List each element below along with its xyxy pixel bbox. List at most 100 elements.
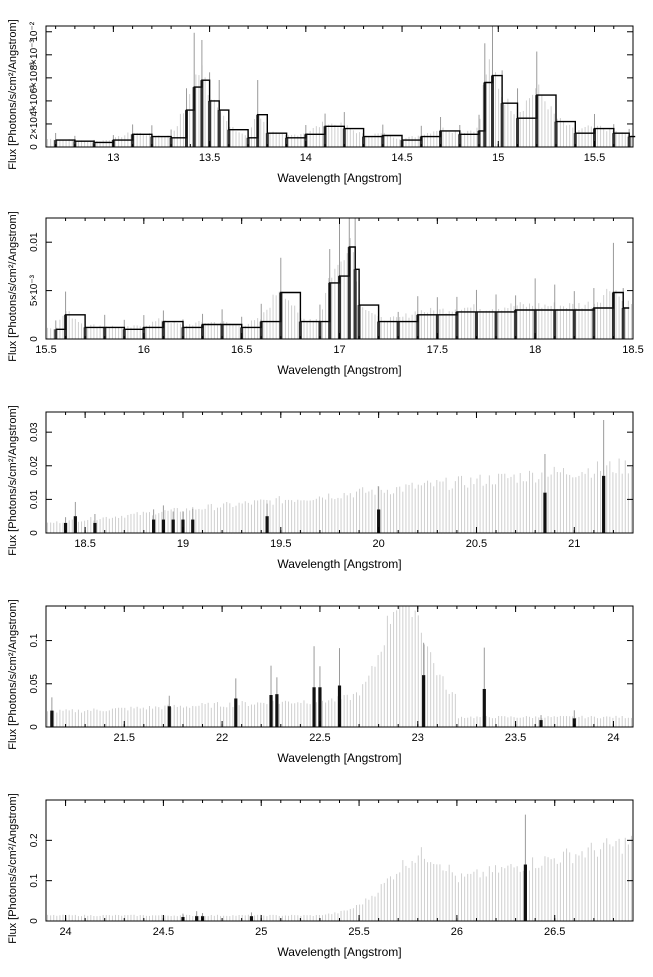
- data-bar: [181, 519, 185, 533]
- data-bar: [435, 314, 439, 339]
- data-bar: [455, 311, 459, 339]
- data-bar: [516, 118, 520, 147]
- data-bar: [73, 516, 77, 533]
- data-bar: [523, 864, 527, 921]
- data-bar: [419, 136, 423, 147]
- x-tick-label: 24: [59, 926, 71, 938]
- data-bar: [500, 103, 504, 147]
- data-bar: [514, 309, 518, 339]
- x-tick-label: 13: [107, 152, 119, 164]
- data-bar: [256, 114, 260, 147]
- data-bar: [553, 309, 557, 339]
- data-bar: [275, 694, 279, 727]
- data-bar: [265, 133, 269, 147]
- data-bar: [377, 509, 381, 533]
- panel-5: 24 24.5 25 25.5 26 26.5 0 0.1 0.2 Wavelength [Ang…: [7, 793, 634, 959]
- data-bar: [439, 130, 443, 147]
- data-bar: [627, 136, 631, 147]
- data-bar: [323, 126, 327, 147]
- x-tick-label: 15.5: [35, 344, 56, 356]
- data-bar: [298, 321, 302, 339]
- error-bars: [51, 642, 575, 721]
- y-tick-label: 0: [29, 336, 40, 342]
- data-bar: [477, 130, 481, 147]
- x-tick-label: 18.5: [622, 344, 643, 356]
- uncertainty-band: [47, 835, 632, 921]
- data-bar: [83, 327, 87, 339]
- x-tick-label: 24.5: [153, 926, 174, 938]
- data-bar: [474, 311, 478, 339]
- y-tick-label: 0: [29, 724, 40, 730]
- y-tick-label: 0: [29, 144, 40, 150]
- data-bar: [357, 305, 361, 339]
- x-tick-label: 17: [333, 344, 345, 356]
- x-axis-label: Wavelength [Angstrom]: [277, 363, 401, 377]
- data-bar: [161, 519, 165, 533]
- x-tick-label: 14.5: [391, 152, 412, 164]
- x-tick-label: 16: [138, 344, 150, 356]
- y-tick-label: 0.03: [29, 422, 40, 442]
- data-bar: [184, 110, 188, 147]
- x-tick-label: 23.5: [505, 732, 526, 744]
- data-bar: [539, 720, 543, 727]
- data-bar: [54, 329, 58, 339]
- data-bar: [201, 324, 205, 339]
- data-bar: [572, 309, 576, 339]
- y-tick-label: 0: [29, 530, 40, 536]
- plot-frame: [45, 25, 634, 148]
- panel-3: 18.5 19 19.5 20 20.5 21 0 0.01 0.02 0.03 Wavelengt…: [7, 405, 634, 571]
- data-bar: [171, 519, 175, 533]
- panel-2: 15.5 16 16.5 17 17.5 18 18.5 0 5×10⁻³ 0.01 Wavelen…: [7, 211, 644, 377]
- y-tick-label: 5×10⁻³: [29, 274, 40, 306]
- data-bar: [181, 327, 185, 339]
- y-tick-label: 0.01: [29, 489, 40, 509]
- data-bar: [200, 80, 204, 147]
- y-tick-label: 0.1: [29, 633, 40, 647]
- x-tick-label: 20: [373, 538, 385, 550]
- y-tick-label: 0: [29, 918, 40, 924]
- data-bar: [381, 135, 385, 147]
- data-bar: [279, 292, 283, 339]
- x-tick-label: 21: [568, 538, 580, 550]
- x-tick-label: 25.5: [348, 926, 369, 938]
- data-bar: [195, 916, 199, 921]
- data-bar: [416, 314, 420, 339]
- y-tick-label: 2×10⁻³: [29, 108, 40, 140]
- x-tick-label: 18: [529, 344, 541, 356]
- data-bar: [533, 309, 537, 339]
- data-bar: [347, 247, 351, 339]
- data-bar: [337, 685, 342, 727]
- data-bar: [621, 308, 625, 339]
- data-bar: [103, 327, 107, 339]
- data-bar: [543, 492, 547, 533]
- x-tick-label: 13.5: [199, 152, 220, 164]
- data-bar: [318, 687, 322, 727]
- data-bar: [285, 137, 289, 147]
- data-bar: [234, 698, 238, 727]
- data-bar: [259, 321, 263, 339]
- data-bar: [362, 136, 366, 147]
- y-axis-label: Flux [Photons/s/cm²/Angstrom]: [7, 405, 19, 555]
- data-bar: [93, 522, 97, 533]
- data-bar: [208, 100, 212, 147]
- data-bar: [491, 75, 495, 147]
- data-bar: [131, 134, 135, 147]
- y-axis-label: Flux [Photons/s/cm²/Angstrom]: [7, 211, 19, 361]
- y-axis-label: Flux [Photons/s/cm²/Angstrom]: [7, 19, 19, 169]
- data-bar: [338, 276, 341, 339]
- y-tick-label: 0.1: [29, 873, 40, 887]
- data-bar: [593, 128, 597, 147]
- data-bar: [482, 688, 486, 727]
- error-bars: [55, 26, 630, 143]
- x-axis-label: Wavelength [Angstrom]: [277, 171, 401, 185]
- x-tick-label: 15: [492, 152, 504, 164]
- x-tick-label: 15.5: [584, 152, 605, 164]
- data-bar: [246, 137, 250, 147]
- x-tick-label: 20.5: [466, 538, 487, 550]
- x-tick-label: 22: [216, 732, 228, 744]
- y-axis-label: Flux [Photons/s/cm²/Angstrom]: [7, 599, 19, 749]
- data-bar: [50, 710, 54, 727]
- data-bar: [422, 675, 426, 727]
- data-bar: [122, 329, 126, 339]
